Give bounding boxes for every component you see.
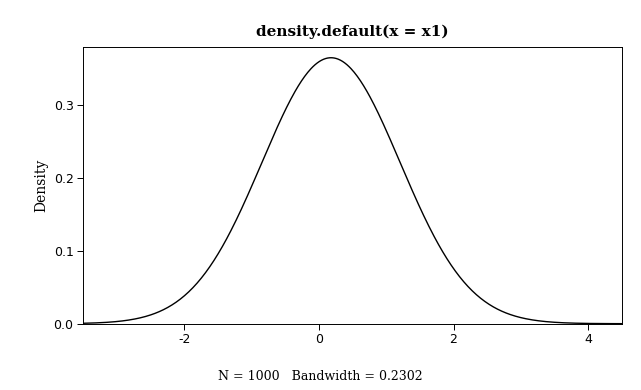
- Title: density.default(x = x1): density.default(x = x1): [256, 24, 449, 39]
- Text: N = 1000   Bandwidth = 0.2302: N = 1000 Bandwidth = 0.2302: [218, 370, 423, 383]
- Y-axis label: Density: Density: [34, 159, 48, 212]
